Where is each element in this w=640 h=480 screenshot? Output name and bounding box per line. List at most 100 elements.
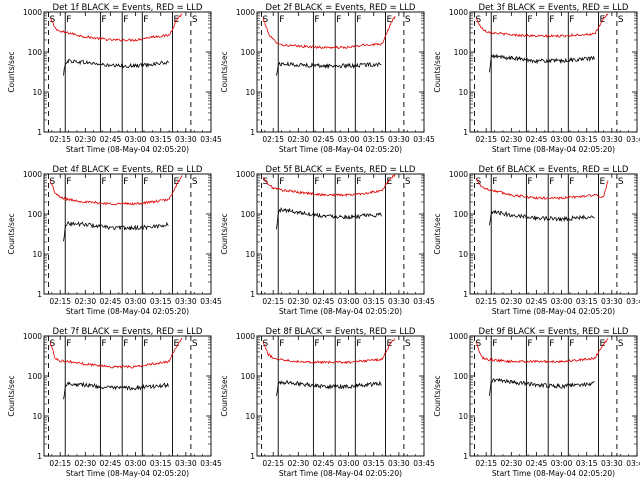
x-tick-label: 02:15 <box>262 297 284 306</box>
marker-label-s: S <box>618 339 624 349</box>
x-axis-label: Start Time (08-May-04 02:05:20) <box>492 307 615 316</box>
y-tick-label: 10 <box>32 250 42 259</box>
chart-title: Det 8f BLACK = Events, RED = LLD <box>266 327 416 337</box>
y-tick-label: 10 <box>458 88 468 97</box>
marker-label-f: F <box>279 15 284 25</box>
marker-label-f: F <box>527 339 532 349</box>
series-lld-line <box>262 174 396 197</box>
series-lld-line <box>262 16 396 50</box>
x-axis-label: Start Time (08-May-04 02:05:20) <box>66 307 189 316</box>
y-tick-label: 10 <box>245 412 255 421</box>
plot-frame <box>469 335 638 457</box>
y-axis-label: Counts/sec <box>220 51 229 92</box>
y-tick-label: 10 <box>32 88 42 97</box>
x-axis-label: Start Time (08-May-04 02:05:20) <box>279 469 402 478</box>
y-tick-label: 100 <box>454 210 469 219</box>
y-tick-label: 10 <box>458 250 468 259</box>
series-events-line <box>489 377 595 396</box>
y-tick-label: 1 <box>463 290 468 299</box>
x-tick-label: 02:45 <box>100 297 122 306</box>
y-tick-label: 100 <box>241 48 256 57</box>
marker-label-e: E <box>386 177 392 187</box>
x-tick-label: 03:45 <box>626 135 640 144</box>
x-tick-label: 03:15 <box>363 297 385 306</box>
y-tick-label: 1 <box>250 290 255 299</box>
marker-label-f: F <box>336 177 341 187</box>
series-lld-line <box>49 13 183 42</box>
y-tick-label: 1000 <box>236 170 255 179</box>
x-tick-label: 03:30 <box>601 459 623 468</box>
y-axis-label: Counts/sec <box>7 213 16 254</box>
series-events-line <box>63 220 169 242</box>
y-tick-label: 100 <box>28 210 43 219</box>
x-tick-label: 03:45 <box>200 297 222 306</box>
marker-label-s: S <box>192 177 198 187</box>
y-tick-label: 1000 <box>449 8 468 17</box>
x-tick-label: 03:45 <box>626 297 640 306</box>
x-tick-label: 03:15 <box>150 297 172 306</box>
y-tick-label: 10 <box>458 412 468 421</box>
marker-label-f: F <box>123 177 128 187</box>
x-tick-label: 02:45 <box>313 297 335 306</box>
marker-label-f: F <box>356 339 361 349</box>
series-lld-line <box>475 178 609 200</box>
chart-panel-9: Det 9f BLACK = Events, RED = LLD S F F F F E S 0… <box>433 327 640 478</box>
x-axis-label: Start Time (08-May-04 02:05:20) <box>279 307 402 316</box>
y-axis-label: Counts/sec <box>433 375 442 416</box>
x-axis-label: Start Time (08-May-04 02:05:20) <box>492 469 615 478</box>
x-tick-label: 03:30 <box>175 297 197 306</box>
chart-title: Det 7f BLACK = Events, RED = LLD <box>53 327 203 337</box>
y-axis-label: Counts/sec <box>433 213 442 254</box>
plot-frame <box>256 335 425 457</box>
plot-frame <box>256 11 425 133</box>
y-tick-label: 1 <box>250 128 255 137</box>
x-tick-label: 02:30 <box>75 297 97 306</box>
marker-label-f: F <box>314 339 319 349</box>
chart-panel-7: Det 7f BLACK = Events, RED = LLD S F F F F E S 0… <box>7 327 222 478</box>
x-tick-label: 02:45 <box>526 297 548 306</box>
y-tick-label: 10 <box>32 412 42 421</box>
marker-label-s: S <box>618 15 624 25</box>
x-tick-label: 03:00 <box>338 297 360 306</box>
x-tick-label: 03:00 <box>125 135 147 144</box>
y-tick-label: 1000 <box>449 332 468 341</box>
x-tick-label: 03:45 <box>413 297 435 306</box>
marker-label-s: S <box>405 15 411 25</box>
marker-label-s: S <box>262 15 268 25</box>
x-tick-label: 03:15 <box>576 135 598 144</box>
marker-label-f: F <box>356 15 361 25</box>
x-axis-label: Start Time (08-May-04 02:05:20) <box>66 145 189 154</box>
marker-label-s: S <box>262 339 268 349</box>
series-lld-line <box>49 175 183 206</box>
marker-label-s: S <box>49 15 55 25</box>
plot-frame <box>43 11 212 133</box>
x-axis-label: Start Time (08-May-04 02:05:20) <box>279 145 402 154</box>
x-tick-label: 03:00 <box>125 297 147 306</box>
x-tick-label: 03:15 <box>363 135 385 144</box>
y-tick-label: 1 <box>37 452 42 461</box>
plot-frame <box>469 173 638 295</box>
x-tick-label: 02:30 <box>501 459 523 468</box>
y-tick-label: 1 <box>250 452 255 461</box>
x-tick-label: 03:30 <box>388 297 410 306</box>
marker-label-f: F <box>569 177 574 187</box>
x-tick-label: 02:45 <box>313 135 335 144</box>
marker-label-f: F <box>336 339 341 349</box>
chart-panel-2: Det 2f BLACK = Events, RED = LLD S F F F F E S 0… <box>220 3 435 154</box>
marker-label-f: F <box>123 339 128 349</box>
marker-label-f: F <box>549 15 554 25</box>
x-tick-label: 03:00 <box>338 135 360 144</box>
x-tick-label: 02:45 <box>526 459 548 468</box>
marker-label-e: E <box>599 177 605 187</box>
marker-label-f: F <box>492 15 497 25</box>
x-tick-label: 03:45 <box>200 135 222 144</box>
y-axis-label: Counts/sec <box>7 375 16 416</box>
y-axis-label: Counts/sec <box>433 51 442 92</box>
x-tick-label: 03:00 <box>551 459 573 468</box>
x-tick-label: 03:30 <box>388 135 410 144</box>
y-axis-label: Counts/sec <box>7 51 16 92</box>
marker-label-e: E <box>599 339 605 349</box>
marker-label-s: S <box>405 339 411 349</box>
chart-title: Det 5f BLACK = Events, RED = LLD <box>266 165 416 175</box>
